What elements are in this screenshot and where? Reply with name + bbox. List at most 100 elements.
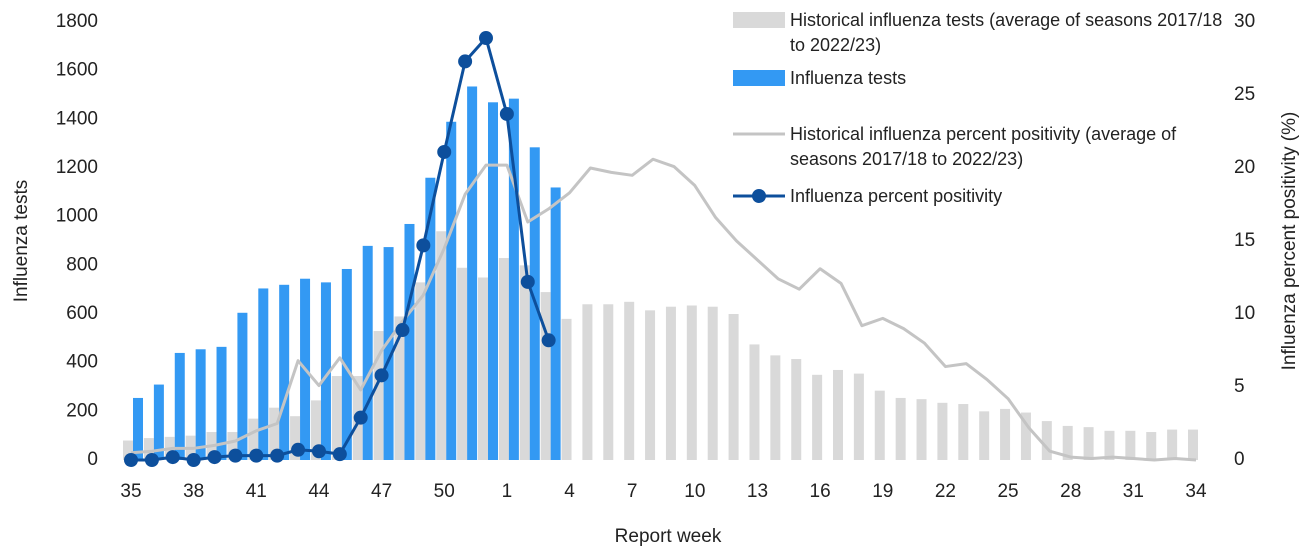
bar (624, 301, 635, 460)
x-axis-title: Report week (615, 526, 722, 547)
x-tick-label: 38 (183, 481, 204, 502)
marker (437, 144, 452, 159)
marker (228, 448, 243, 463)
bar (979, 411, 990, 460)
bar (874, 390, 885, 460)
marker (520, 274, 535, 289)
marker (332, 447, 347, 462)
bar (770, 355, 781, 460)
bar (331, 376, 342, 460)
bar (258, 288, 269, 460)
bar (195, 349, 206, 460)
bar (1062, 425, 1073, 460)
marker (144, 453, 159, 467)
bar (749, 344, 760, 460)
y2-tick-label: 5 (1234, 376, 1245, 397)
y2-tick-label: 25 (1234, 84, 1255, 105)
x-tick-label: 28 (1060, 481, 1081, 502)
bar (1000, 408, 1011, 460)
bar (143, 438, 154, 460)
y-tick-label: 200 (66, 400, 98, 421)
bar (279, 284, 290, 460)
bar (237, 312, 248, 460)
marker (374, 368, 389, 383)
marker (458, 54, 473, 69)
bar (227, 432, 238, 460)
bar (1146, 432, 1157, 460)
y2-tick-label: 0 (1234, 449, 1245, 470)
bar (895, 397, 906, 460)
marker (249, 448, 264, 463)
marker (124, 453, 138, 467)
bar (1167, 429, 1178, 460)
bar (1020, 412, 1031, 460)
bar (425, 177, 436, 460)
x-tick-label: 41 (246, 481, 267, 502)
bar (269, 407, 280, 460)
bar (394, 316, 405, 460)
x-tick-label: 7 (627, 481, 638, 502)
bar (153, 384, 164, 460)
x-tick-label: 16 (810, 481, 831, 502)
legend-label: Influenza percent positivity (790, 186, 1003, 206)
bar (1041, 421, 1052, 460)
line (130, 157, 1197, 462)
y-tick-label: 800 (66, 254, 98, 275)
bar (665, 306, 676, 460)
bar (540, 292, 551, 460)
bar (310, 400, 321, 460)
bar (123, 440, 133, 460)
bar (833, 369, 843, 460)
bar (383, 247, 394, 460)
bar (508, 98, 519, 461)
marker (353, 410, 368, 425)
bar (320, 282, 331, 460)
y-tick-label: 1400 (56, 108, 98, 129)
x-tick-label: 34 (1185, 481, 1207, 502)
marker (311, 444, 326, 459)
marker (541, 333, 556, 348)
marker (479, 31, 493, 46)
bar (1188, 429, 1198, 460)
bar (457, 267, 468, 460)
marker (416, 238, 431, 253)
bar (478, 277, 488, 460)
legend-marker (752, 189, 766, 203)
bar (133, 397, 143, 460)
x-tick-label: 50 (434, 481, 455, 502)
bar (916, 399, 927, 460)
x-tick-label: 10 (684, 481, 705, 502)
bar (373, 331, 384, 460)
bar (958, 404, 969, 460)
marker (270, 448, 285, 463)
bar (467, 86, 478, 460)
bar (341, 268, 352, 460)
x-tick-label: 13 (747, 481, 768, 502)
bar (707, 306, 718, 460)
bar (404, 223, 415, 460)
x-tick-label: 31 (1123, 481, 1144, 502)
bar (582, 304, 593, 460)
marker (186, 453, 201, 467)
legend-label: Historical influenza percent positivity … (790, 124, 1177, 169)
bar (645, 310, 656, 460)
y-tick-label: 1600 (56, 60, 98, 81)
marker (291, 442, 306, 457)
x-tick-label: 4 (564, 481, 575, 502)
bar (603, 304, 614, 460)
y2-tick-label: 30 (1234, 11, 1255, 32)
bar (290, 416, 301, 460)
y-tick-label: 1200 (56, 157, 98, 178)
bar (498, 258, 509, 460)
y-tick-label: 1800 (56, 11, 98, 32)
bar (728, 314, 739, 460)
bar (853, 373, 864, 460)
bar (812, 374, 823, 460)
legend-label: Influenza tests (790, 68, 907, 88)
bar (174, 352, 185, 460)
marker (165, 450, 180, 465)
y-tick-label: 600 (66, 303, 98, 324)
bar (248, 418, 259, 460)
y-tick-label: 1000 (56, 206, 98, 227)
